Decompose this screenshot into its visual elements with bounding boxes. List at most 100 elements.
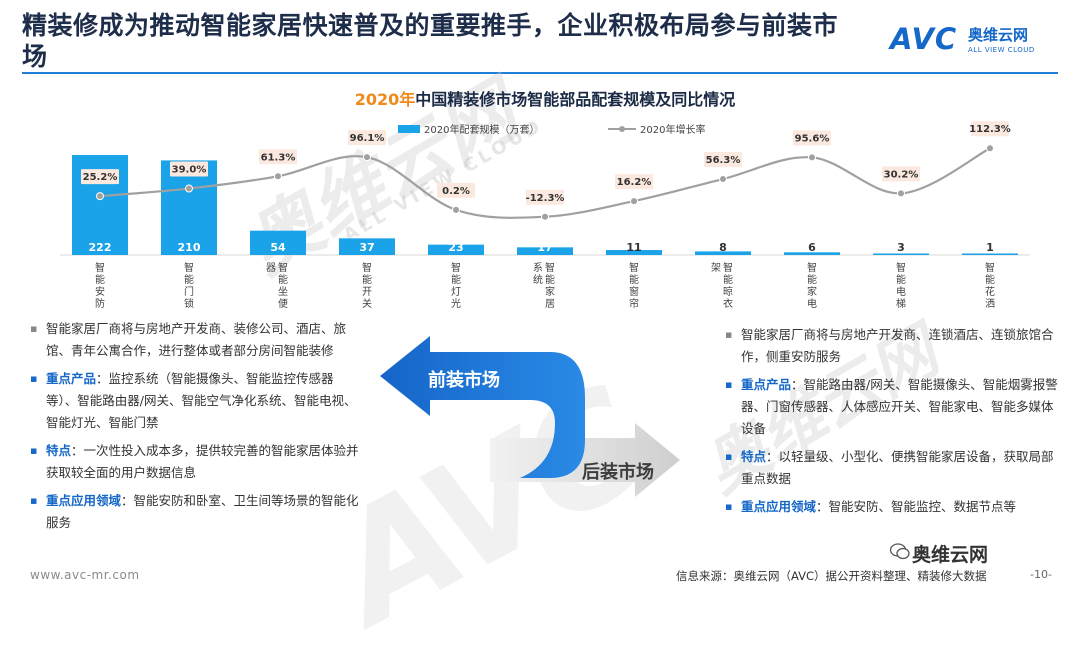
rear-market-label: 后装市场	[582, 462, 654, 483]
front-item-features: 特点：一次性投入成本多，提供较完善的智能家居体验并获取较全面的用户数据信息	[30, 440, 360, 484]
category-label-1-3: 锁	[184, 297, 194, 310]
rate-label-bg-8	[793, 130, 831, 146]
category-label-10-0: 智	[985, 261, 995, 274]
rate-label-2: 61.3%	[261, 152, 296, 163]
category-label-8-1: 能	[807, 273, 817, 286]
rear-market-panel: 智能家居厂商将与房地产开发商、连锁酒店、连锁旅馆合作，侧重安防服务 重点产品：智…	[725, 324, 1060, 524]
rate-label-8: 95.6%	[795, 133, 830, 144]
category-label-4-1: 能	[451, 273, 461, 286]
bar-6	[606, 250, 662, 255]
category-label-1-1: 能	[184, 273, 194, 286]
logo-mark: AVC	[890, 22, 958, 56]
category-label-6-0: 智	[629, 261, 639, 274]
rear-arrow-shape	[490, 423, 680, 497]
category-label-3-1: 能	[362, 273, 372, 286]
category-label-2-0: 智	[278, 261, 288, 274]
category-label-7-3: 衣	[723, 297, 733, 310]
wechat-account: 奥维云网	[912, 544, 989, 566]
header-divider	[22, 72, 1058, 74]
bar-7	[695, 251, 751, 255]
front-market-panel: 智能家居厂商将与房地产开发商、装修公司、酒店、旅馆、青年公寓合作，进行整体或者部…	[30, 318, 360, 540]
rate-label-bg-3	[348, 130, 386, 146]
wechat-icon	[890, 543, 910, 560]
bar-value-label-0: 222	[89, 241, 112, 254]
avc-logo: AVC 奥维云网 ALL VIEW CLOUD	[890, 22, 1060, 62]
category-label-0-3: 防	[95, 297, 105, 310]
chart-title-text: 中国精装修市场智能部品配套规模及同比情况	[415, 90, 736, 109]
footer-url: www.avc-mr.com	[30, 568, 140, 582]
bar-value-label-9: 3	[897, 241, 905, 254]
category-label-3-2: 开	[362, 287, 372, 298]
category-label-9-1: 能	[896, 273, 906, 286]
rate-label-bg-10	[971, 121, 1009, 137]
category-label-7-1: 能	[723, 273, 733, 286]
rate-point-4	[452, 205, 460, 214]
rate-point-5	[541, 212, 549, 221]
rate-point-2	[274, 172, 282, 181]
rate-label-3: 96.1%	[350, 133, 385, 144]
rate-point-9	[897, 189, 905, 198]
bar-3	[339, 238, 395, 255]
category-label-5-1: 能	[545, 273, 555, 286]
logo-cn-text: 奥维云网	[968, 26, 1029, 44]
category-label-9-0: 智	[896, 261, 906, 274]
category-label-6-1: 能	[629, 273, 639, 286]
bar-value-label-6: 11	[626, 241, 641, 254]
category-label-2-4: 器	[266, 262, 276, 274]
legend-bar-label: 2020年配套规模（万套）	[424, 123, 539, 136]
market-arrows	[380, 336, 680, 497]
rate-label-9: 30.2%	[884, 169, 919, 180]
category-label-10-3: 洒	[985, 297, 995, 310]
rate-label-10: 112.3%	[969, 124, 1011, 135]
category-label-7-0: 智	[723, 261, 733, 274]
rate-point-6	[630, 197, 638, 206]
category-label-10-1: 能	[985, 273, 995, 286]
category-label-1-0: 智	[184, 261, 194, 274]
bar-4	[428, 244, 484, 255]
bar-value-label-5: 17	[537, 241, 552, 254]
front-item-products: 重点产品：监控系统（智能摄像头、智能监控传感器等）、智能路由器/网关、智能空气净…	[30, 368, 360, 434]
page-title: 精装修成为推动智能家居快速普及的重要推手，企业积极布局参与前装市场	[22, 11, 839, 71]
rate-label-bg-2	[259, 149, 297, 165]
rate-label-bg-0	[81, 169, 119, 185]
category-label-5-3: 居	[545, 298, 555, 310]
chart-title: 2020年中国精装修市场智能部品配套规模及同比情况	[200, 86, 890, 110]
category-label-9-2: 电	[896, 285, 906, 298]
rate-label-bg-5	[526, 189, 564, 205]
bar-value-label-2: 54	[270, 241, 286, 254]
footer-source: 信息来源：奥维云网（AVC）据公开资料整理、精装修大数据	[676, 569, 987, 583]
rate-point-3	[363, 153, 371, 162]
bar-10	[962, 253, 1018, 255]
bar-8	[784, 252, 840, 255]
category-label-2-1: 能	[278, 273, 288, 286]
rate-label-bg-6	[615, 174, 653, 190]
category-label-9-3: 梯	[896, 297, 906, 310]
category-label-2-2: 坐	[278, 286, 288, 298]
rate-point-10	[986, 144, 994, 153]
rear-item-features: 特点：以轻量级、小型化、便携智能家居设备，获取局部重点数据	[725, 446, 1060, 490]
rate-label-6: 16.2%	[617, 177, 652, 188]
rear-item-fields: 重点应用领域：智能安防、智能监控、数据节点等	[725, 496, 1060, 518]
page-number: -10-	[1030, 568, 1052, 581]
rate-label-bg-1	[170, 161, 208, 177]
legend-bar-swatch	[398, 125, 420, 133]
rate-point-7	[719, 175, 727, 184]
logo-en-text: ALL VIEW CLOUD	[968, 46, 1035, 54]
rate-point-8	[808, 153, 816, 162]
category-label-5-0: 智	[545, 261, 555, 274]
front-arrow-shape	[380, 336, 585, 478]
rear-intro: 智能家居厂商将与房地产开发商、连锁酒店、连锁旅馆合作，侧重安防服务	[725, 324, 1060, 368]
bar-2	[250, 230, 306, 255]
rate-point-1	[185, 184, 193, 193]
category-label-4-0: 智	[451, 261, 461, 274]
rear-item-products: 重点产品：智能路由器/网关、智能摄像头、智能烟雾报警器、门窗传感器、人体感应开关…	[725, 374, 1060, 440]
legend-line-marker	[619, 126, 625, 132]
rate-point-0	[96, 192, 104, 201]
rate-label-bg-9	[882, 166, 920, 182]
rate-label-5: -12.3%	[526, 193, 565, 204]
legend-line-label: 2020年增长率	[640, 123, 705, 136]
category-label-5-5: 统	[533, 273, 543, 286]
category-label-8-0: 智	[807, 261, 817, 274]
category-label-8-3: 电	[807, 297, 817, 310]
